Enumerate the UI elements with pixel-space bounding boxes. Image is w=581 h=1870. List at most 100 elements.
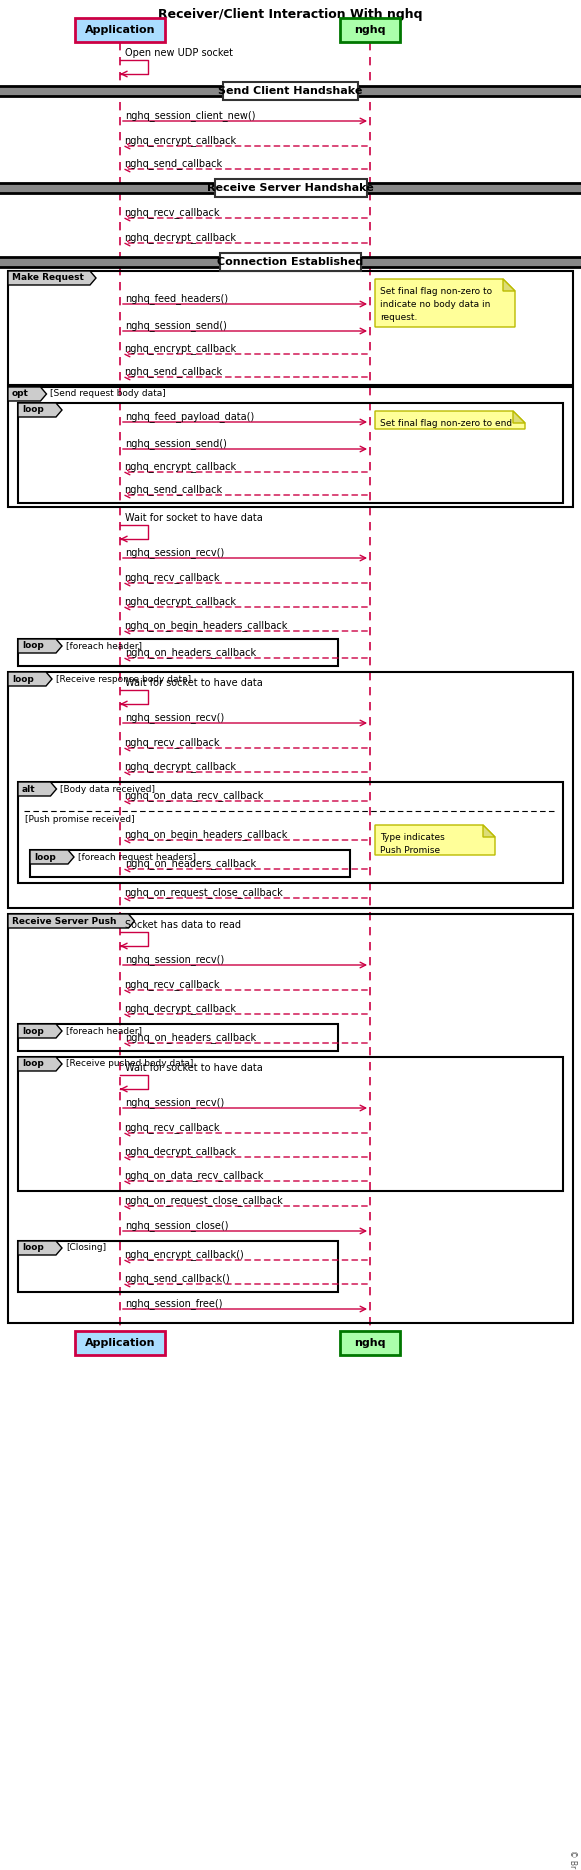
Text: Wait for socket to have data: Wait for socket to have data xyxy=(125,1062,263,1073)
Text: nghq_encrypt_callback(): nghq_encrypt_callback() xyxy=(124,1249,244,1260)
Polygon shape xyxy=(18,1025,62,1038)
Text: nghq_on_data_recv_callback: nghq_on_data_recv_callback xyxy=(124,789,263,800)
Text: Push Promise: Push Promise xyxy=(380,845,440,855)
Text: nghq_encrypt_callback: nghq_encrypt_callback xyxy=(124,135,236,146)
Text: Open new UDP socket: Open new UDP socket xyxy=(125,49,233,58)
Text: nghq_session_send(): nghq_session_send() xyxy=(125,438,227,449)
Text: nghq_feed_headers(): nghq_feed_headers() xyxy=(125,294,228,305)
Text: loop: loop xyxy=(22,641,44,651)
Bar xyxy=(18,1057,563,1191)
Text: nghq_session_recv(): nghq_session_recv() xyxy=(125,712,224,724)
Text: nghq_feed_payload_data(): nghq_feed_payload_data() xyxy=(125,411,254,423)
Polygon shape xyxy=(375,279,515,327)
Text: nghq_session_free(): nghq_session_free() xyxy=(125,1298,223,1309)
Bar xyxy=(8,914,573,1322)
Text: [Closing]: [Closing] xyxy=(66,1244,106,1253)
Polygon shape xyxy=(8,387,46,400)
Bar xyxy=(0,256,581,267)
Text: Application: Application xyxy=(85,1339,155,1348)
Text: Type indicates: Type indicates xyxy=(380,832,444,842)
Text: [foreach request headers]: [foreach request headers] xyxy=(78,853,196,862)
Text: [foreach header]: [foreach header] xyxy=(66,641,142,651)
Bar xyxy=(340,1331,400,1356)
Text: nghq_on_data_recv_callback: nghq_on_data_recv_callback xyxy=(124,1171,263,1182)
Text: nghq_on_begin_headers_callback: nghq_on_begin_headers_callback xyxy=(124,621,288,630)
Text: loop: loop xyxy=(22,1027,44,1036)
Text: Connection Established: Connection Established xyxy=(217,256,364,267)
Bar xyxy=(30,851,350,877)
Text: nghq: nghq xyxy=(354,24,386,36)
Bar xyxy=(340,19,400,41)
Text: loop: loop xyxy=(34,853,56,862)
Bar xyxy=(214,180,367,196)
Text: nghq: nghq xyxy=(354,1339,386,1348)
Bar xyxy=(8,671,573,909)
Text: [Push promise received]: [Push promise received] xyxy=(25,815,135,825)
Polygon shape xyxy=(8,271,96,284)
Text: loop: loop xyxy=(22,406,44,415)
Text: indicate no body data in: indicate no body data in xyxy=(380,299,490,309)
Text: opt: opt xyxy=(12,389,29,398)
Polygon shape xyxy=(375,825,495,855)
Text: nghq_send_callback: nghq_send_callback xyxy=(124,157,222,168)
Polygon shape xyxy=(18,1057,62,1072)
Bar xyxy=(0,86,581,95)
Text: nghq_recv_callback: nghq_recv_callback xyxy=(124,737,220,748)
Bar xyxy=(75,19,165,41)
Text: nghq_session_recv(): nghq_session_recv() xyxy=(125,1098,224,1107)
Text: nghq_on_headers_callback: nghq_on_headers_callback xyxy=(125,858,256,870)
Polygon shape xyxy=(375,411,525,428)
Text: nghq_decrypt_callback: nghq_decrypt_callback xyxy=(124,1002,236,1014)
Bar xyxy=(0,183,581,193)
Text: nghq_recv_callback: nghq_recv_callback xyxy=(124,980,220,989)
Text: Make Request: Make Request xyxy=(12,273,84,282)
Text: nghq_session_client_new(): nghq_session_client_new() xyxy=(125,110,256,122)
Text: request.: request. xyxy=(380,312,417,322)
Text: alt: alt xyxy=(22,785,35,793)
Text: nghq_recv_callback: nghq_recv_callback xyxy=(124,208,220,219)
Bar xyxy=(18,1242,338,1292)
Bar xyxy=(75,1331,165,1356)
Polygon shape xyxy=(18,640,62,653)
Polygon shape xyxy=(8,671,52,686)
Text: nghq_session_send(): nghq_session_send() xyxy=(125,320,227,331)
Text: loop: loop xyxy=(22,1244,44,1253)
Polygon shape xyxy=(503,279,515,292)
Text: nghq_session_recv(): nghq_session_recv() xyxy=(125,548,224,557)
Text: nghq_decrypt_callback: nghq_decrypt_callback xyxy=(124,597,236,608)
Text: Set final flag non-zero to end: Set final flag non-zero to end xyxy=(380,419,512,428)
Text: [foreach header]: [foreach header] xyxy=(66,1027,142,1036)
Polygon shape xyxy=(18,1242,62,1255)
Bar xyxy=(18,1025,338,1051)
Text: nghq_decrypt_callback: nghq_decrypt_callback xyxy=(124,761,236,772)
Polygon shape xyxy=(18,404,62,417)
Bar xyxy=(18,404,563,503)
Text: [Receive pushed body data]: [Receive pushed body data] xyxy=(66,1060,193,1068)
Text: nghq_send_callback: nghq_send_callback xyxy=(124,484,222,496)
Text: Set final flag non-zero to: Set final flag non-zero to xyxy=(380,286,492,295)
Text: nghq_recv_callback: nghq_recv_callback xyxy=(124,572,220,583)
Text: nghq_on_headers_callback: nghq_on_headers_callback xyxy=(125,1032,256,1043)
Text: Receiver/Client Interaction With nghq: Receiver/Client Interaction With nghq xyxy=(158,7,423,21)
Text: [Receive response body data]: [Receive response body data] xyxy=(56,675,191,684)
Bar xyxy=(18,782,563,883)
Text: nghq_decrypt_callback: nghq_decrypt_callback xyxy=(124,1146,236,1158)
Polygon shape xyxy=(18,782,56,797)
Bar xyxy=(220,252,361,271)
Bar xyxy=(18,640,338,666)
Text: nghq_send_callback(): nghq_send_callback() xyxy=(124,1273,229,1285)
Text: Send Client Handshake: Send Client Handshake xyxy=(218,86,363,95)
Polygon shape xyxy=(30,851,74,864)
Text: nghq_on_request_close_callback: nghq_on_request_close_callback xyxy=(124,1195,283,1206)
Text: Wait for socket to have data: Wait for socket to have data xyxy=(125,512,263,524)
Text: nghq_send_callback: nghq_send_callback xyxy=(124,367,222,378)
Text: loop: loop xyxy=(22,1060,44,1068)
Text: © British Broadcasting Corporation 2018: © British Broadcasting Corporation 2018 xyxy=(568,1849,577,1870)
Text: [Send request body data]: [Send request body data] xyxy=(51,389,166,398)
Text: Receive Server Push: Receive Server Push xyxy=(12,916,117,926)
Text: Receive Server Handshake: Receive Server Handshake xyxy=(207,183,374,193)
Text: Application: Application xyxy=(85,24,155,36)
Bar xyxy=(8,271,573,385)
Text: nghq_decrypt_callback: nghq_decrypt_callback xyxy=(124,232,236,243)
Text: Wait for socket to have data: Wait for socket to have data xyxy=(125,679,263,688)
